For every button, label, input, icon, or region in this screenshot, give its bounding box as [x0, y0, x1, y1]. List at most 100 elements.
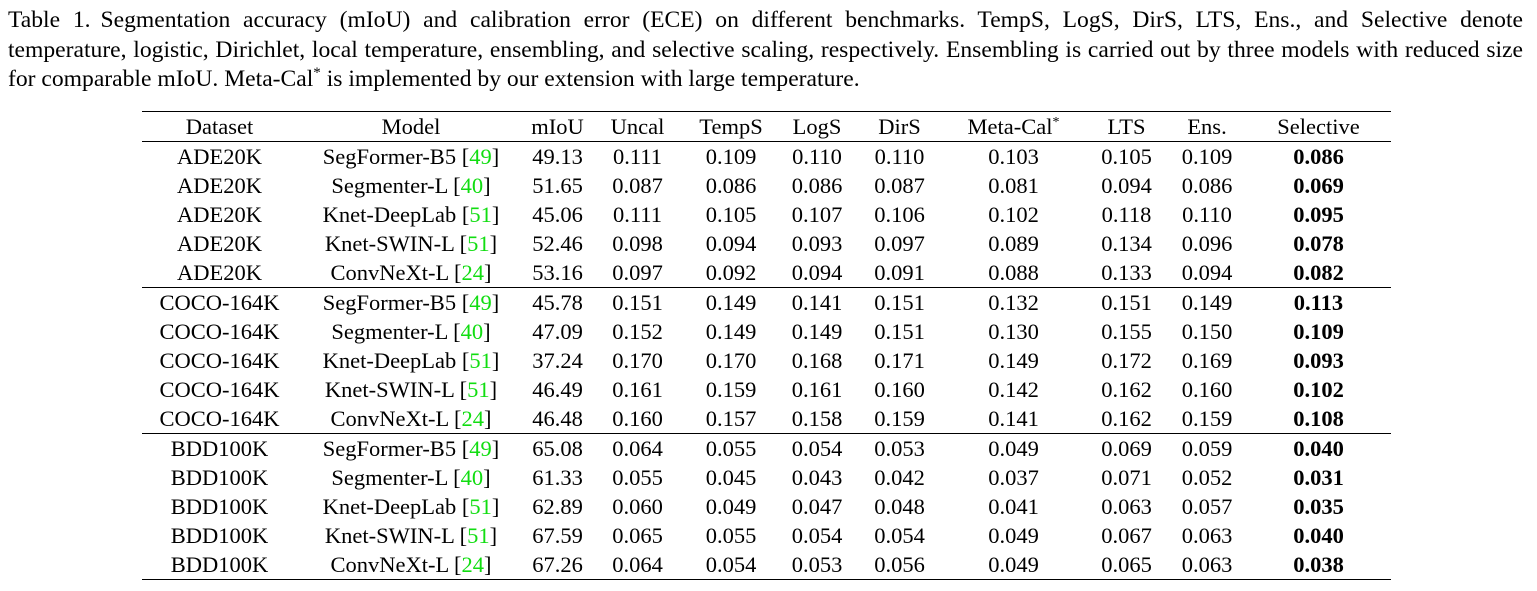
cell-ens: 0.057	[1181, 493, 1233, 519]
cell-dirs: 0.091	[874, 259, 925, 285]
table-row: COCO-164K Segmenter-L [40] 47.09 0.152 0.149…	[142, 317, 1391, 346]
cell-dataset: BDD100K	[170, 435, 269, 461]
table-row: ADE20K Segmenter-L [40] 51.65 0.087 0.086 0.0…	[142, 171, 1391, 200]
cell-uncal: 0.055	[612, 464, 663, 490]
cell-miou: 53.16	[532, 259, 583, 285]
cell-dirs: 0.110	[874, 143, 925, 169]
citation-link[interactable]: 40	[460, 464, 484, 490]
table-row: ADE20K Knet-SWIN-L [51] 52.46 0.098 0.094 0.0…	[142, 229, 1391, 258]
cell-lts: 0.162	[1101, 376, 1152, 402]
citation-link[interactable]: 24	[461, 551, 485, 577]
table-row: ADE20K ConvNeXt-L [24] 53.16 0.097 0.092 0.09…	[142, 258, 1391, 288]
cell-miou: 49.13	[532, 143, 583, 169]
cell-miou: 45.78	[532, 289, 583, 315]
cell-metacal: 0.089	[988, 230, 1039, 256]
cell-dataset: COCO-164K	[159, 376, 280, 402]
header-metacal-superscript: *	[1052, 114, 1060, 130]
cell-metacal: 0.037	[988, 464, 1039, 490]
cell-temps: 0.170	[705, 347, 757, 373]
table-row: BDD100K Segmenter-L [40] 61.33 0.055 0.045 0.…	[142, 463, 1391, 492]
cell-temps: 0.094	[705, 230, 757, 256]
cell-dataset: ADE20K	[177, 201, 262, 227]
cell-dirs: 0.054	[874, 522, 925, 548]
caption-label: Table 1.	[8, 7, 91, 33]
cell-selective: 0.086	[1293, 143, 1344, 169]
cell-lts: 0.133	[1101, 259, 1152, 285]
citation-link[interactable]: 24	[461, 405, 485, 431]
citation-link[interactable]: 51	[467, 522, 490, 548]
citation-link[interactable]: 51	[467, 376, 490, 402]
cell-miou: 52.46	[532, 230, 583, 256]
model-name: Knet-SWIN-L	[324, 376, 454, 402]
table-header: Dataset Model mIoU Uncal TempS LogS DirS…	[142, 111, 1391, 142]
cell-miou: 51.65	[532, 172, 583, 198]
cell-dataset: COCO-164K	[159, 347, 280, 373]
table-row: BDD100K Knet-SWIN-L [51] 67.59 0.065 0.055 0.…	[142, 521, 1391, 550]
cell-dirs: 0.053	[874, 435, 925, 461]
cell-dataset: COCO-164K	[159, 289, 280, 315]
citation-link[interactable]: 51	[469, 493, 492, 519]
citation-link[interactable]: 49	[469, 289, 492, 315]
citation-link[interactable]: 40	[460, 318, 484, 344]
cell-uncal: 0.064	[612, 551, 663, 577]
cell-selective: 0.093	[1293, 347, 1344, 373]
cell-miou: 67.59	[532, 522, 583, 548]
table-row: ADE20K Knet-DeepLab [51] 45.06 0.111 0.105 0.…	[142, 200, 1391, 229]
cell-lts: 0.094	[1101, 172, 1152, 198]
cell-temps: 0.055	[705, 522, 757, 548]
cell-model: Segmenter-L [40]	[331, 172, 491, 198]
cell-dirs: 0.160	[874, 376, 925, 402]
citation-link[interactable]: 51	[469, 201, 492, 227]
cell-selective: 0.031	[1293, 464, 1344, 490]
header-model: Model	[381, 113, 441, 139]
citation-link[interactable]: 49	[469, 435, 492, 461]
model-name: Segmenter-L	[331, 464, 448, 490]
citation-link[interactable]: 24	[461, 259, 485, 285]
header-uncal: Uncal	[610, 113, 665, 139]
cell-dirs: 0.097	[874, 230, 925, 256]
cell-selective: 0.109	[1293, 318, 1344, 344]
cell-miou: 61.33	[532, 464, 583, 490]
cell-selective: 0.040	[1293, 522, 1344, 548]
cell-lts: 0.134	[1101, 230, 1152, 256]
cell-model: Knet-DeepLab [51]	[322, 201, 500, 227]
header-metacal: Meta-Cal*	[942, 112, 1085, 142]
model-name: Knet-DeepLab	[322, 347, 457, 373]
cell-selective: 0.095	[1293, 201, 1344, 227]
header-row: Dataset Model mIoU Uncal TempS LogS DirS…	[142, 111, 1391, 142]
citation-link[interactable]: 51	[469, 347, 492, 373]
citation-link[interactable]: 49	[469, 143, 492, 169]
table-row: COCO-164K SegFormer-B5 [49] 45.78 0.151 0.14…	[142, 287, 1391, 318]
cell-dirs: 0.151	[874, 289, 925, 315]
cell-model: ConvNeXt-L [24]	[330, 405, 492, 431]
cell-uncal: 0.065	[612, 522, 663, 548]
cell-model: Knet-DeepLab [51]	[322, 347, 500, 373]
citation-link[interactable]: 40	[460, 172, 484, 198]
cell-temps: 0.086	[705, 172, 757, 198]
cell-temps: 0.109	[705, 143, 757, 169]
cell-model: ConvNeXt-L [24]	[330, 551, 492, 577]
cell-lts: 0.065	[1101, 551, 1152, 577]
cell-uncal: 0.170	[612, 347, 663, 373]
model-name: Knet-SWIN-L	[324, 230, 454, 256]
cell-logs: 0.054	[791, 435, 843, 461]
cell-temps: 0.092	[705, 259, 757, 285]
cell-model: SegFormer-B5 [49]	[322, 143, 500, 169]
cell-temps: 0.157	[705, 405, 757, 431]
cell-miou: 46.49	[532, 376, 583, 402]
citation-link[interactable]: 51	[467, 230, 490, 256]
cell-selective: 0.035	[1293, 493, 1344, 519]
cell-selective: 0.113	[1293, 289, 1344, 315]
header-ens: Ens.	[1187, 113, 1227, 139]
cell-dataset: ADE20K	[177, 143, 262, 169]
cell-metacal: 0.130	[988, 318, 1039, 344]
cell-logs: 0.086	[791, 172, 843, 198]
cell-metacal: 0.049	[988, 522, 1039, 548]
cell-lts: 0.105	[1101, 143, 1152, 169]
cell-miou: 47.09	[532, 318, 583, 344]
table-row: BDD100K Knet-DeepLab [51] 62.89 0.060 0.049 0…	[142, 492, 1391, 521]
cell-lts: 0.071	[1101, 464, 1152, 490]
cell-selective: 0.108	[1293, 405, 1344, 431]
cell-lts: 0.069	[1101, 435, 1152, 461]
cell-model: Segmenter-L [40]	[331, 318, 491, 344]
